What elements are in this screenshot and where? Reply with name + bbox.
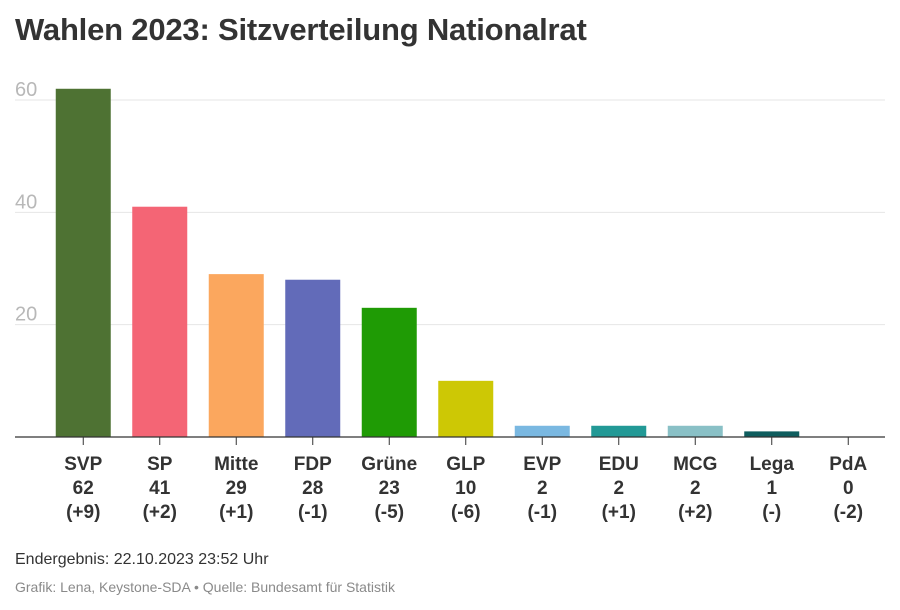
category-labels: SVP 62 (+9) SP 41 (+2) Mitte 29 (+1) FDP 28 (-1) Grü… [64, 454, 867, 523]
y-tick-label: 60 [15, 79, 37, 101]
data-label-change: (-) [762, 502, 781, 523]
y-tick-label: 40 [15, 191, 37, 213]
data-label-change: (-1) [298, 502, 328, 523]
bar-mitte [208, 274, 264, 437]
data-label-seats: 1 [766, 478, 777, 499]
data-label-seats: 10 [455, 478, 476, 499]
x-tick-label: EVP [523, 454, 561, 475]
data-label-change: (+1) [219, 502, 253, 523]
data-label-seats: 41 [149, 478, 171, 499]
bars [55, 88, 800, 438]
x-tick-label: MCG [673, 454, 717, 475]
x-tick-label: GLP [446, 454, 485, 475]
x-tick-label: SP [147, 454, 173, 475]
bar-sp [132, 206, 188, 437]
bar-mcg [667, 425, 723, 437]
bar-grüne [361, 307, 417, 437]
axes [15, 436, 885, 445]
y-tick-label: 20 [15, 304, 37, 326]
data-label-change: (+2) [678, 502, 712, 523]
data-label-seats: 2 [613, 478, 624, 499]
x-tick-label: Lega [750, 454, 795, 475]
x-tick-label: SVP [64, 454, 102, 475]
bar-edu [591, 425, 647, 437]
x-tick-label: FDP [294, 454, 332, 475]
bar-lega [744, 431, 800, 437]
data-label-change: (-5) [374, 502, 404, 523]
data-label-seats: 62 [73, 478, 94, 499]
data-label-change: (+2) [143, 502, 177, 523]
data-label-seats: 0 [843, 478, 854, 499]
data-label-seats: 23 [379, 478, 400, 499]
data-label-seats: 2 [537, 478, 548, 499]
data-label-change: (-1) [527, 502, 557, 523]
bar-svp [55, 88, 111, 438]
data-label-seats: 28 [302, 478, 323, 499]
bar-evp [514, 425, 570, 437]
data-label-seats: 2 [690, 478, 701, 499]
source-credit: Grafik: Lena, Keystone-SDA • Quelle: Bun… [15, 579, 395, 595]
result-timestamp: Endergebnis: 22.10.2023 23:52 Uhr [15, 551, 269, 568]
data-label-seats: 29 [226, 478, 247, 499]
x-tick-label: EDU [599, 454, 639, 475]
data-label-change: (-2) [833, 502, 863, 523]
data-label-change: (-6) [451, 502, 481, 523]
bar-glp [438, 380, 494, 437]
data-label-change: (+9) [66, 502, 100, 523]
x-tick-label: Mitte [214, 454, 258, 475]
bar-fdp [285, 279, 341, 437]
x-tick-label: Grüne [361, 454, 417, 475]
chart-title: Wahlen 2023: Sitzverteilung Nationalrat [15, 12, 587, 47]
data-label-change: (+1) [602, 502, 636, 523]
x-tick-label: PdA [829, 454, 867, 475]
